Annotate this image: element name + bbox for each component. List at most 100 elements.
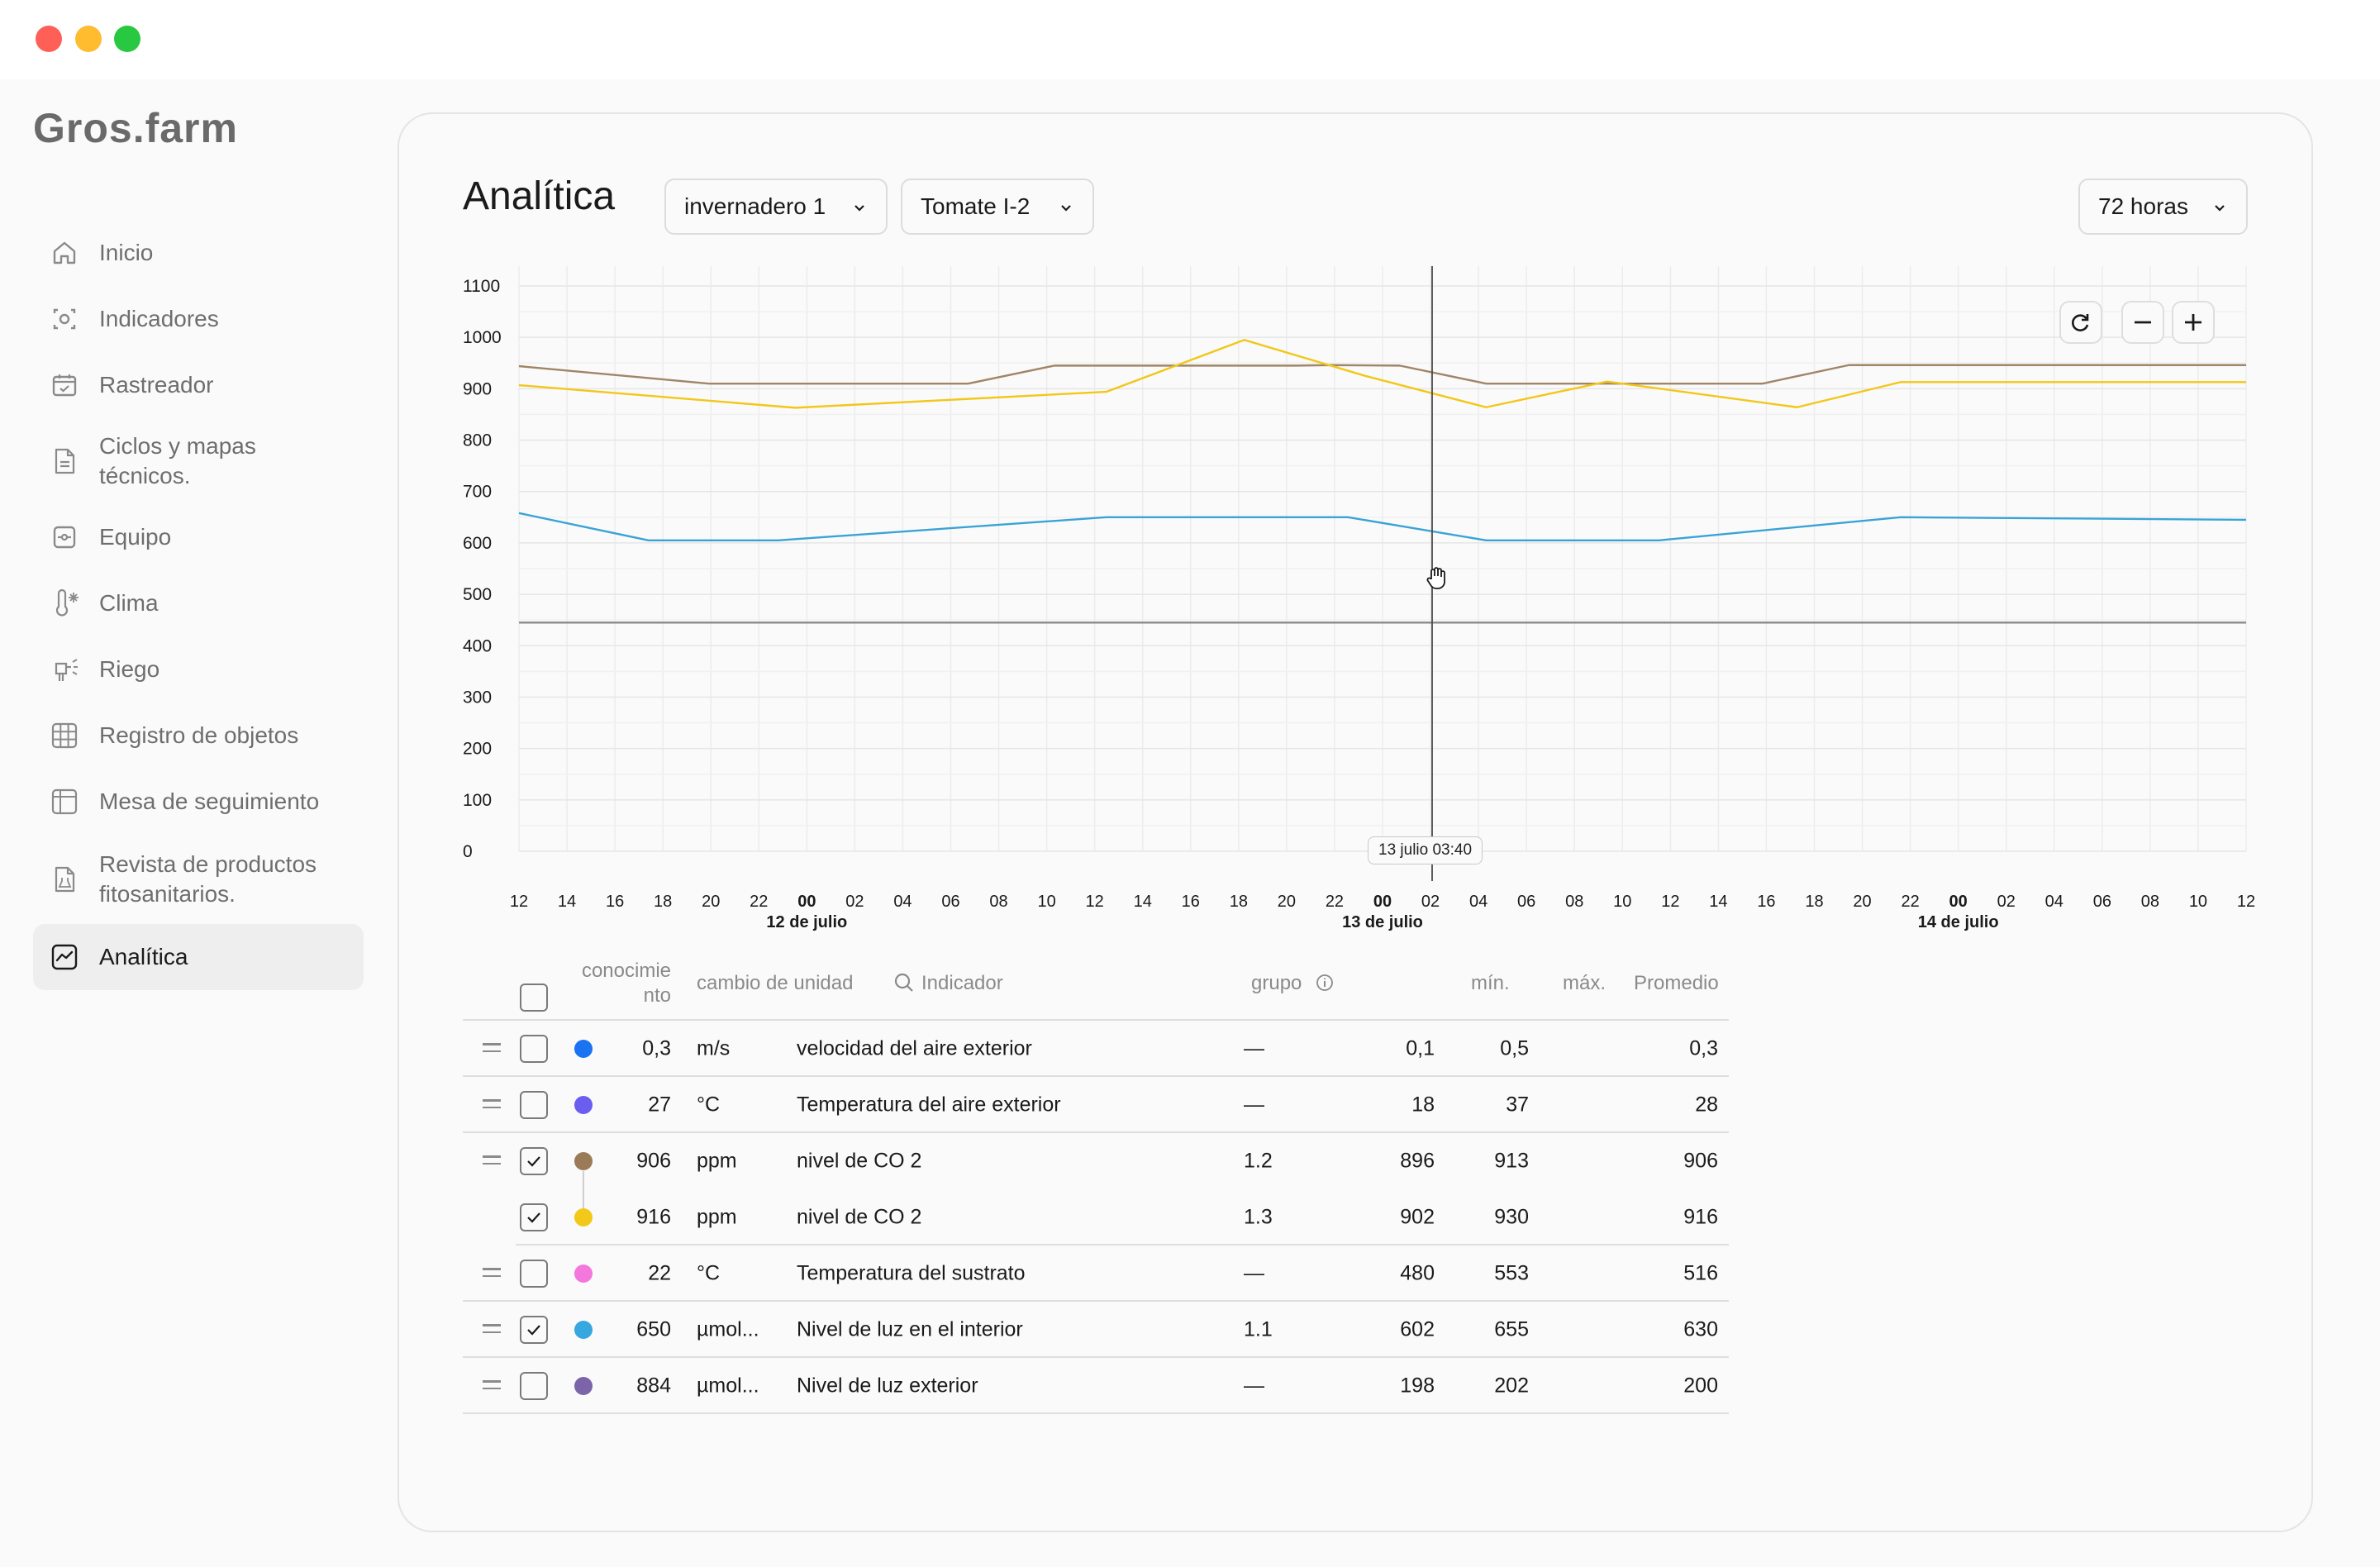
max-value: 913 (1494, 1149, 1529, 1173)
unit-label[interactable]: µmol... (697, 1317, 759, 1341)
drag-handle-icon[interactable] (483, 1043, 501, 1055)
chevron-down-icon (1061, 205, 1071, 212)
sidebar-item-riego[interactable]: Riego (33, 636, 364, 703)
minimize-window-button[interactable] (75, 26, 102, 52)
sidebar-item-label: Indicadores (99, 306, 219, 331)
row-checkbox[interactable] (520, 1035, 548, 1063)
table-row[interactable]: 22 °C Temperatura del sustrato — 480 553 516 (463, 1246, 1729, 1302)
table-row[interactable]: 916 ppm nivel de CO 2 1.3 902 930 916 (463, 1189, 1729, 1246)
drag-handle-icon[interactable] (483, 1324, 501, 1336)
row-divider (463, 1075, 1729, 1077)
sidebar-item-mesa[interactable]: Mesa de seguimiento (33, 769, 364, 835)
row-checkbox[interactable] (520, 1316, 548, 1344)
info-icon[interactable] (1315, 973, 1335, 993)
crop-select-value: Tomate I-2 (921, 193, 1031, 219)
unit-label[interactable]: µmol... (697, 1374, 759, 1398)
current-value: 0,3 (642, 1036, 671, 1060)
max-value: 37 (1506, 1093, 1529, 1117)
table-row[interactable]: 906 ppm nivel de CO 2 1.2 896 913 906 (463, 1133, 1729, 1217)
row-divider (463, 1131, 1729, 1133)
greenhouse-select[interactable]: invernadero 1 (664, 179, 888, 235)
chart-zoom-out-button[interactable] (2121, 301, 2164, 344)
column-header-group[interactable]: grupo (1251, 972, 1302, 994)
table-row[interactable]: 0,3 m/s velocidad del aire exterior — 0,1 0,5… (463, 1021, 1729, 1077)
table-row[interactable]: 650 µmol... Nivel de luz en el interior 1.1… (463, 1302, 1729, 1358)
plus-icon (2185, 314, 2202, 331)
current-value: 884 (636, 1374, 671, 1398)
refresh-icon (2072, 314, 2089, 331)
group-value: 1.1 (1244, 1317, 1273, 1341)
unit-label[interactable]: ppm (697, 1205, 737, 1229)
indicator-name: velocidad del aire exterior (797, 1036, 1032, 1060)
min-value: 480 (1400, 1261, 1435, 1285)
drag-handle-icon[interactable] (483, 1380, 501, 1392)
sidebar-item-rastreador[interactable]: Rastreador (33, 352, 364, 418)
row-checkbox[interactable] (520, 1260, 548, 1288)
drag-handle-icon[interactable] (483, 1268, 501, 1279)
column-header-unit-change[interactable]: cambio de unidad (697, 972, 854, 994)
chart-refresh-button[interactable] (2059, 301, 2102, 344)
average-value: 28 (1695, 1093, 1718, 1117)
calendar-check-icon (52, 374, 77, 397)
unit-label[interactable]: °C (697, 1261, 721, 1285)
sidebar-item-inicio[interactable]: Inicio (33, 220, 364, 286)
drag-handle-icon[interactable] (483, 1155, 501, 1167)
crop-select[interactable]: Tomate I-2 (901, 179, 1094, 235)
row-checkbox[interactable] (520, 1147, 548, 1175)
select-all-checkbox[interactable] (520, 984, 548, 1012)
chart-zoom-in-button[interactable] (2172, 301, 2215, 344)
min-value: 198 (1400, 1374, 1435, 1398)
row-divider (463, 1300, 1729, 1302)
thermometer-icon (55, 588, 79, 617)
table-row[interactable]: 884 µmol... Nivel de luz exterior — 198 202 20… (463, 1358, 1729, 1414)
table-row[interactable]: 27 °C Temperatura del aire exterior — 18 37 28 (463, 1077, 1729, 1133)
time-range-select[interactable]: 72 horas (2078, 179, 2248, 235)
current-value: 916 (636, 1205, 671, 1229)
sidebar-item-label: Ciclos y mapas técnicos. (99, 433, 256, 488)
row-checkbox[interactable] (520, 1203, 548, 1231)
average-value: 516 (1683, 1261, 1718, 1285)
sidebar-item-equipo[interactable]: Equipo (33, 504, 364, 570)
unit-label[interactable]: ppm (697, 1149, 737, 1173)
column-header-max[interactable]: máx. (1563, 972, 1606, 994)
sidebar-item-analitica[interactable]: Analítica (33, 924, 364, 990)
minus-icon (2135, 321, 2151, 324)
unit-label[interactable]: °C (697, 1093, 721, 1117)
column-header-indicator[interactable]: Indicador (921, 972, 1003, 994)
table-header-divider (463, 1019, 1729, 1021)
sidebar-item-label: Equipo (99, 524, 172, 550)
maximize-window-button[interactable] (114, 26, 140, 52)
sidebar-item-label: Mesa de seguimiento (99, 788, 320, 814)
sidebar-item-indicadores[interactable]: Indicadores (33, 286, 364, 352)
sidebar-item-registro[interactable]: Registro de objetos (33, 703, 364, 769)
series-color-dot (574, 1152, 593, 1170)
column-header-knowledge[interactable]: conocimie nto (581, 960, 671, 1007)
sidebar-item-clima[interactable]: Clima (33, 570, 364, 636)
sidebar-item-ciclos[interactable]: Ciclos y mapas técnicos. (33, 418, 364, 504)
group-value: — (1244, 1261, 1264, 1285)
row-divider (463, 1356, 1729, 1358)
checkmark-icon (527, 1325, 540, 1336)
series-color-dot (574, 1265, 593, 1283)
max-value: 0,5 (1500, 1036, 1529, 1060)
grid-icon (51, 722, 78, 749)
close-window-button[interactable] (36, 26, 62, 52)
window-titlebar (0, 0, 2380, 79)
average-value: 630 (1683, 1317, 1718, 1341)
max-value: 655 (1494, 1317, 1529, 1341)
unit-label[interactable]: m/s (697, 1036, 731, 1060)
device-icon (53, 526, 76, 549)
drag-handle-icon[interactable] (483, 1099, 501, 1111)
grab-cursor-icon (1426, 567, 1445, 589)
sidebar-item-label: Rastreador (99, 372, 214, 398)
column-header-min[interactable]: mín. (1471, 972, 1510, 994)
app-logo[interactable]: Gros.farm (33, 105, 238, 151)
column-header-average[interactable]: Promedio (1634, 972, 1719, 994)
sidebar-item-revista[interactable]: Revista de productos fitosanitarios. (33, 835, 364, 924)
group-value: — (1244, 1036, 1264, 1060)
min-value: 902 (1400, 1205, 1435, 1229)
row-checkbox[interactable] (520, 1091, 548, 1119)
row-checkbox[interactable] (520, 1372, 548, 1400)
average-value: 906 (1683, 1149, 1718, 1173)
min-value: 602 (1400, 1317, 1435, 1341)
